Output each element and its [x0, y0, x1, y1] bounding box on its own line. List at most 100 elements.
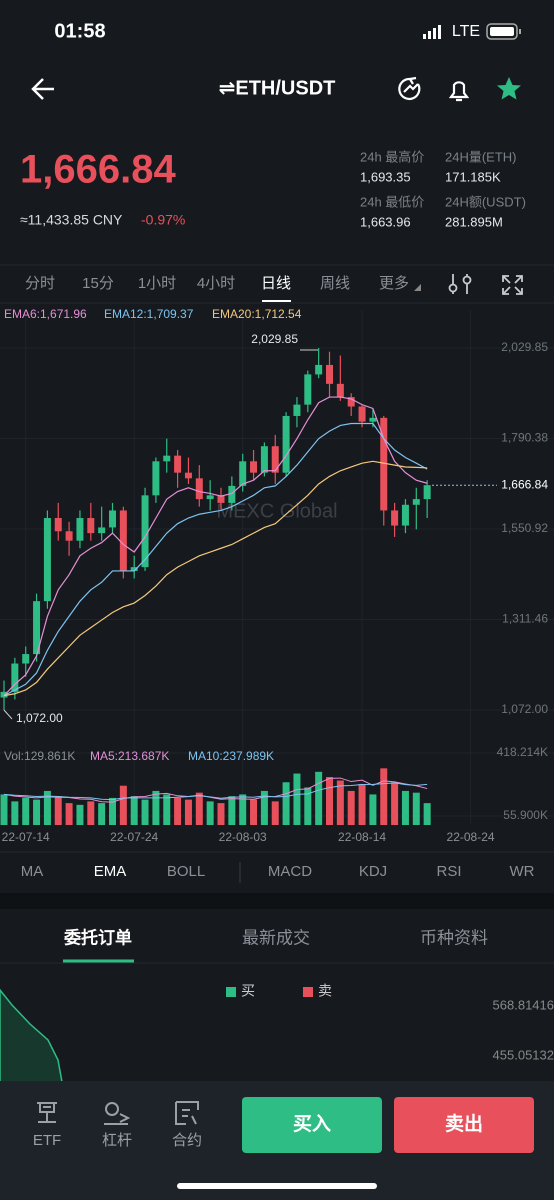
candle-body	[347, 397, 355, 407]
margin-icon[interactable]	[104, 1102, 131, 1125]
indicator-settings-icon[interactable]	[448, 274, 472, 294]
candle-body	[87, 518, 95, 534]
candle-body	[109, 510, 116, 528]
indicator-tab[interactable]: RSI	[436, 863, 461, 880]
x-tick-label: 22-07-14	[2, 830, 50, 844]
nav-label[interactable]: 杠杆	[102, 1132, 132, 1149]
nav-label[interactable]: ETF	[33, 1132, 61, 1149]
candle-body	[336, 383, 344, 398]
order-tab[interactable]: 委托订单	[63, 927, 132, 947]
candle-body	[401, 504, 409, 526]
candle-body	[54, 518, 62, 532]
period-tab[interactable]: 1小时	[138, 275, 176, 292]
volume-bar	[65, 803, 73, 825]
chart: 22-07-14 22-07-24 22-08-03 22-08-14 22-08-24…	[0, 307, 554, 844]
candle-body	[33, 601, 41, 655]
sell-button-label[interactable]: 卖出	[445, 1112, 483, 1135]
low-label: 1,072.00	[16, 711, 63, 725]
volume-bar	[0, 794, 8, 825]
volume-bar	[369, 794, 377, 825]
buy-button-label[interactable]: 买入	[293, 1113, 331, 1135]
fullscreen-icon[interactable]	[502, 275, 523, 295]
candle-body	[174, 455, 182, 473]
ema-legend: EMA12:1,709.37	[104, 307, 194, 321]
section-gap	[0, 893, 554, 909]
candle-body	[282, 415, 290, 473]
indicator-tabs: MA EMA BOLL MACD KDJ RSI WR	[21, 863, 535, 880]
share-icon[interactable]	[398, 76, 421, 101]
volume-bar	[98, 803, 106, 825]
volume-bar	[152, 790, 160, 825]
x-tick-label: 22-08-24	[447, 830, 495, 844]
volume-bar	[109, 797, 116, 825]
watermark: MEXC Global	[216, 500, 337, 522]
indicator-tab[interactable]: MA	[21, 863, 44, 880]
order-tab[interactable]: 币种资料	[420, 928, 488, 947]
volume-bar	[54, 796, 62, 825]
status-time: 01:58	[54, 20, 105, 42]
stat-value: 1,663.96	[360, 214, 411, 229]
y-tick-label: 1,550.92	[501, 521, 548, 535]
volume-bar	[206, 801, 214, 825]
etf-icon[interactable]	[37, 1102, 57, 1123]
last-price-label: 1,666.84	[501, 477, 548, 491]
volume-bar	[43, 790, 51, 825]
order-tabs: 委托订单 最新成交 币种资料	[63, 927, 488, 947]
candle-body	[304, 374, 312, 405]
stat-label: 24H量(ETH)	[445, 149, 517, 164]
volume-bar	[174, 797, 182, 825]
volume-bar	[293, 773, 301, 825]
last-price: 1,666.84	[20, 148, 176, 192]
period-tab[interactable]: 更多	[379, 275, 409, 292]
futures-icon[interactable]	[175, 1101, 199, 1125]
candle-body	[184, 472, 192, 479]
sell-legend: 卖	[318, 983, 332, 999]
sell-button[interactable]	[394, 1097, 534, 1153]
favorite-icon[interactable]	[497, 77, 521, 100]
volume-bar	[130, 796, 138, 825]
volume-bar	[119, 785, 127, 825]
indicator-tab[interactable]: KDJ	[359, 863, 387, 880]
volume-bar	[358, 783, 366, 825]
stat-value: 171.185K	[445, 169, 501, 184]
x-tick-label: 22-08-14	[338, 830, 386, 844]
order-tab[interactable]: 最新成交	[242, 928, 310, 947]
y-tick-label: 2,029.85	[501, 340, 548, 354]
volume-bar	[347, 790, 355, 825]
buy-legend-swatch	[226, 987, 236, 997]
back-button[interactable]	[31, 78, 54, 100]
volume-bar	[326, 777, 333, 825]
candle-body	[0, 691, 8, 698]
candle-body	[76, 518, 84, 541]
period-tab[interactable]: 日线	[261, 275, 291, 292]
volume-bar	[250, 799, 258, 825]
period-tab[interactable]: 4小时	[197, 275, 235, 292]
nav-label[interactable]: 合约	[172, 1132, 202, 1149]
volume-bar	[141, 799, 149, 825]
period-tab[interactable]: 分时	[25, 275, 55, 292]
candle-body	[380, 417, 388, 511]
period-tab[interactable]: 15分	[82, 275, 114, 292]
volume-bar	[163, 794, 171, 825]
candle-body	[65, 531, 73, 541]
volume-bar	[184, 799, 192, 825]
indicator-tab[interactable]: BOLL	[167, 863, 205, 880]
volume-bar	[76, 804, 84, 825]
indicator-tab[interactable]: MACD	[268, 863, 312, 880]
indicator-tab[interactable]: EMA	[94, 863, 127, 880]
volume-bar	[304, 787, 312, 825]
candle-body	[250, 461, 258, 473]
stats: 24h 最高价 1,693.35 24H量(ETH) 171.185K 24h 最低价 1…	[360, 149, 526, 229]
period-tabs: 分时 15分 1小时 4小时 日线 周线 更多	[25, 275, 409, 292]
indicator-tab[interactable]: WR	[510, 863, 535, 880]
candle-body	[239, 461, 247, 486]
volume-bar	[239, 794, 247, 825]
home-indicator	[177, 1183, 377, 1189]
alert-icon[interactable]	[448, 81, 470, 102]
candle-body	[141, 495, 149, 568]
period-tab[interactable]: 周线	[320, 275, 350, 292]
buy-button[interactable]	[242, 1097, 382, 1153]
pair-title[interactable]: ⇌ETH/USDT	[219, 77, 336, 99]
y-tick-label: 1,311.46	[502, 612, 548, 626]
